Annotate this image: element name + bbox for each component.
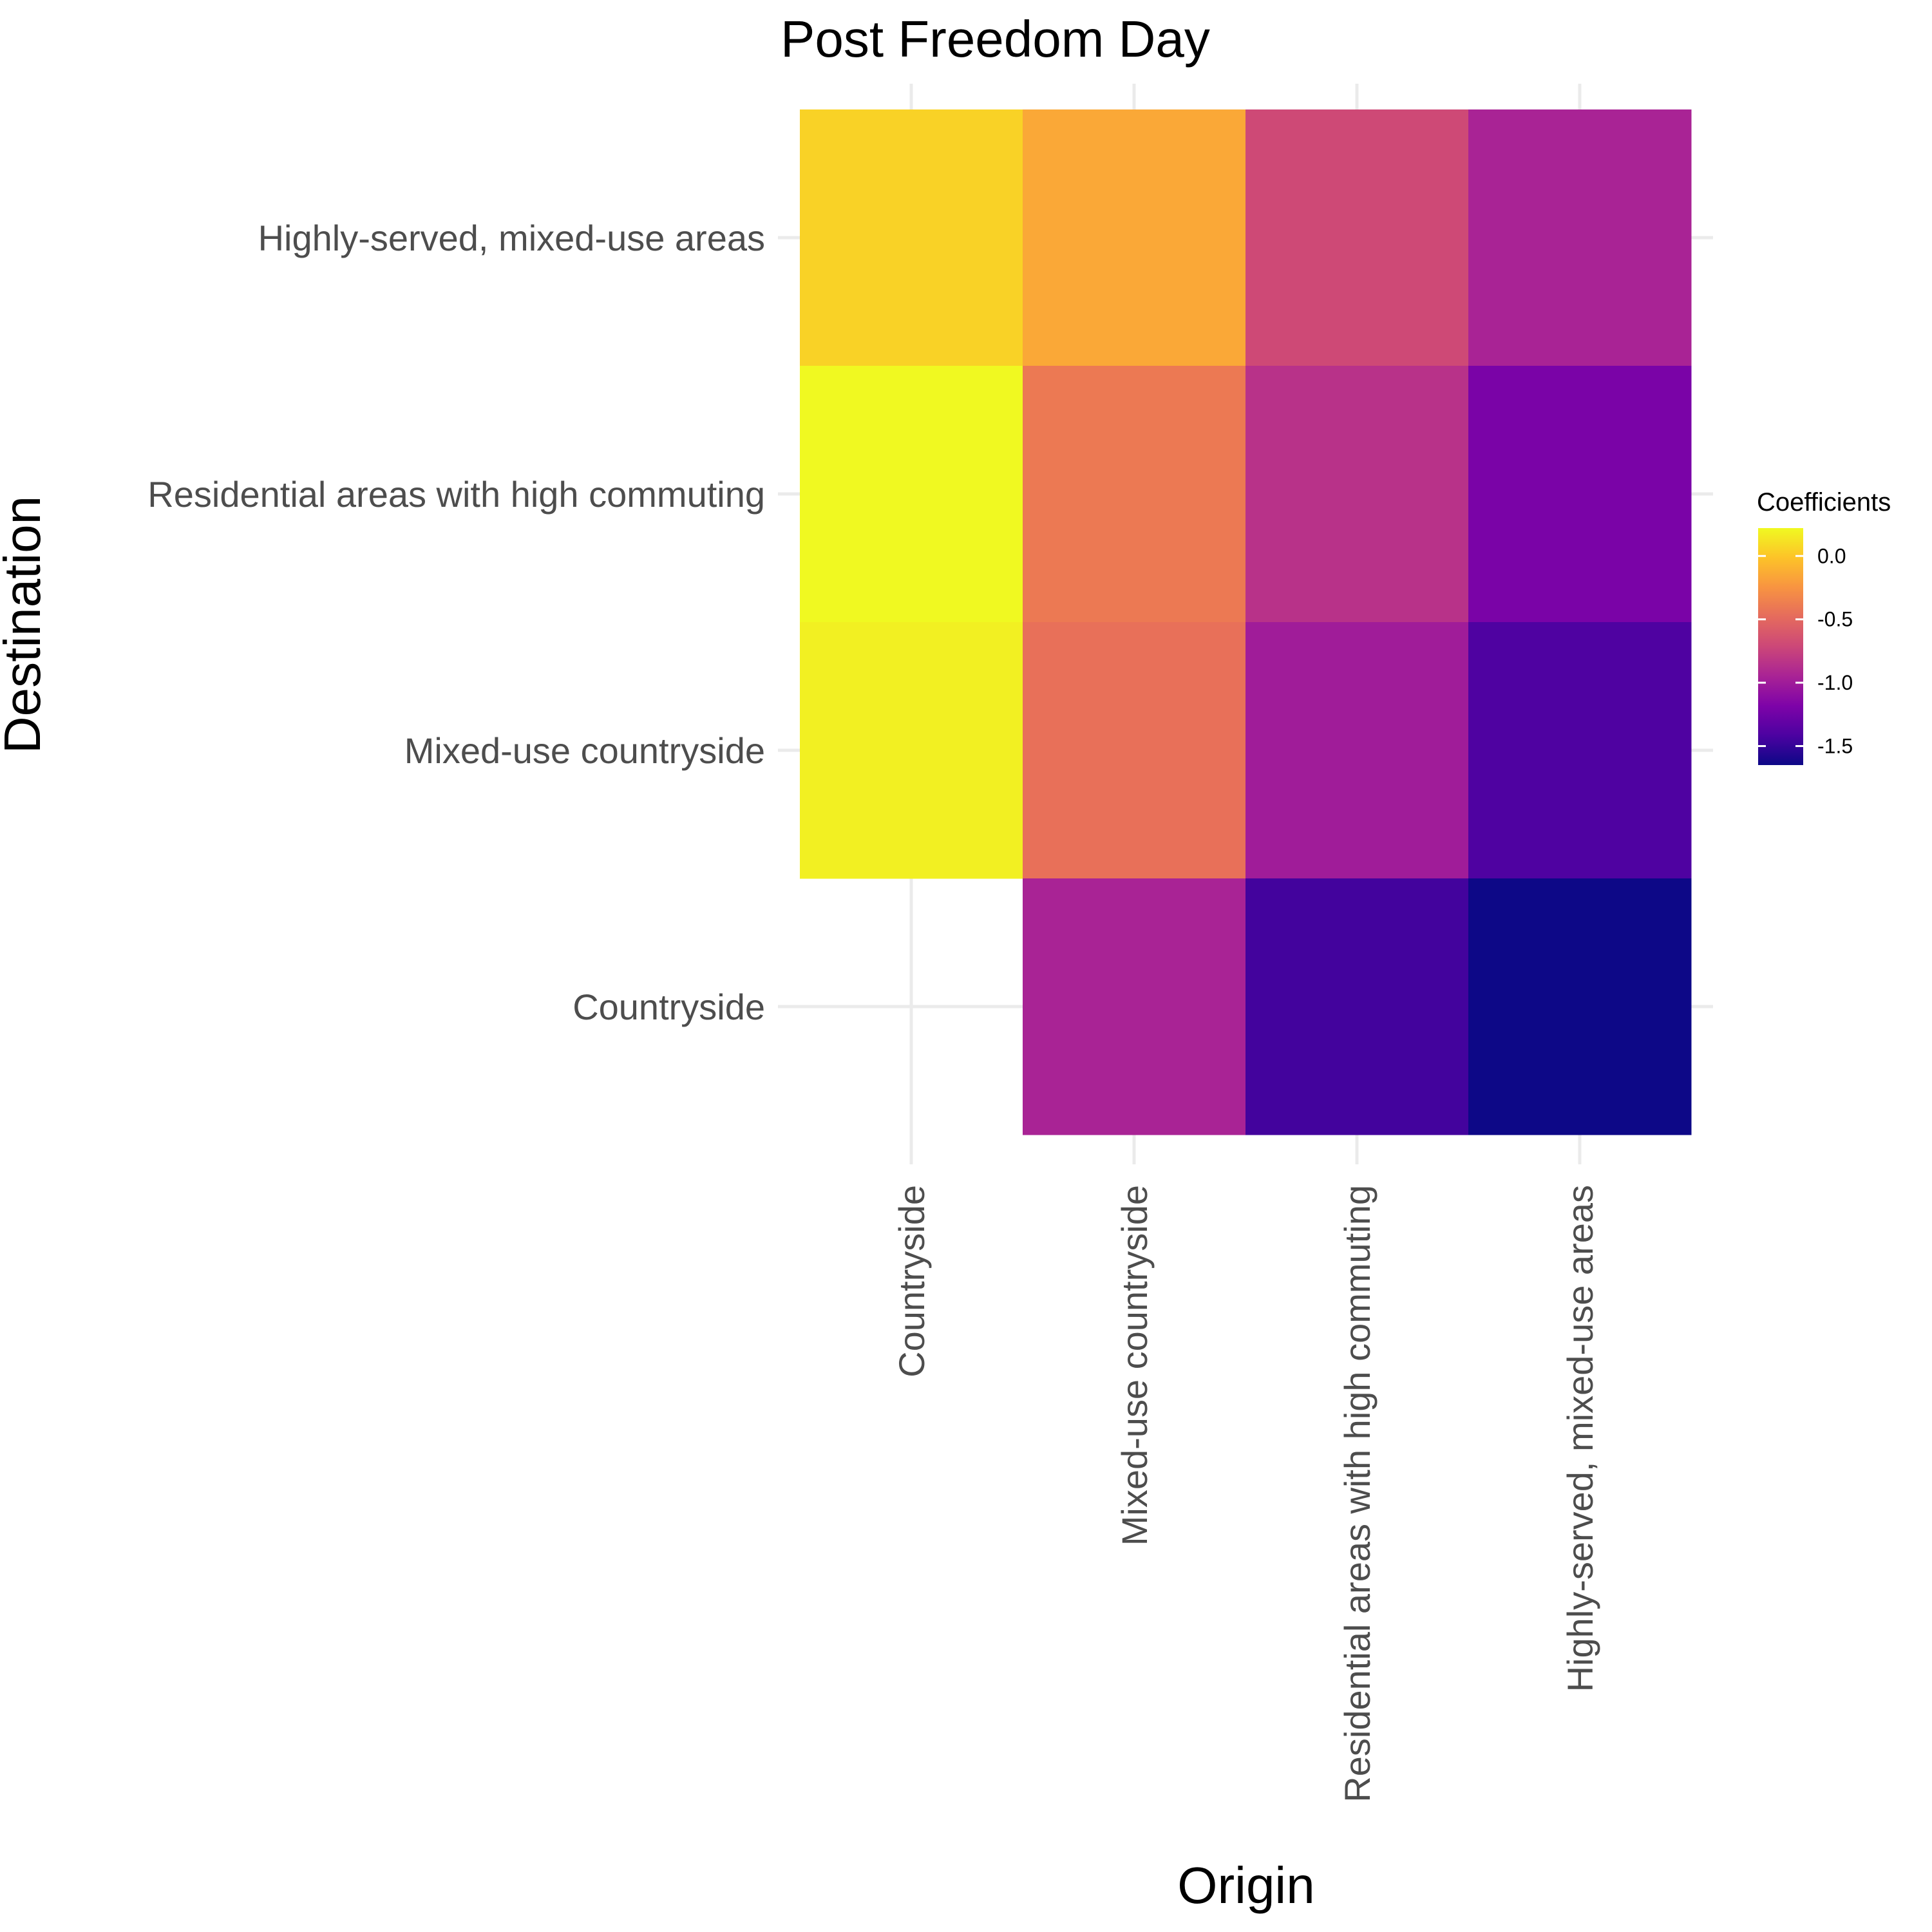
heatmap-cell <box>1023 109 1246 366</box>
legend-tick-label: -1.0 <box>1817 671 1853 694</box>
heatmap-cell <box>1468 878 1692 1135</box>
x-tick-label: Highly-served, mixed-use areas <box>1560 1185 1600 1692</box>
legend: Coefficients 0.0 -0.5 -1.0 -1.5 <box>1757 488 1891 765</box>
heatmap-cell <box>1023 878 1246 1135</box>
chart-title: Post Freedom Day <box>781 10 1210 68</box>
heatmap-cell <box>1245 109 1469 366</box>
heatmap-cell <box>1468 366 1692 623</box>
legend-title: Coefficients <box>1757 488 1891 516</box>
x-axis-title: Origin <box>1177 1857 1314 1914</box>
heatmap-cell <box>1023 622 1246 879</box>
legend-tick-label: -0.5 <box>1817 608 1853 631</box>
legend-colorbar <box>1758 528 1803 765</box>
y-tick-labels: Highly-served, mixed-use areas Residentia… <box>147 218 765 1027</box>
legend-tick-label: 0.0 <box>1817 544 1846 567</box>
heatmap-cell <box>1468 622 1692 879</box>
heatmap-cell <box>800 366 1023 623</box>
heatmap-cell <box>1245 366 1469 623</box>
legend-tick-label: -1.5 <box>1817 734 1853 757</box>
y-tick-label: Countryside <box>573 987 765 1027</box>
y-tick-label: Highly-served, mixed-use areas <box>258 218 765 258</box>
heatmap-cell <box>800 622 1023 879</box>
x-tick-label: Residential areas with high commuting <box>1337 1185 1378 1803</box>
heatmap-cells <box>800 109 1692 1135</box>
y-tick-label: Residential areas with high commuting <box>147 474 765 515</box>
legend-ticks: 0.0 -0.5 -1.0 -1.5 <box>1758 544 1853 757</box>
x-tick-label: Countryside <box>891 1185 932 1378</box>
x-tick-labels: Countryside Mixed-use countryside Resident… <box>891 1185 1600 1803</box>
x-tick-label: Mixed-use countryside <box>1114 1185 1155 1546</box>
heatmap-cell <box>1245 878 1469 1135</box>
heatmap-cell <box>1023 366 1246 623</box>
heatmap-cell <box>1245 622 1469 879</box>
heatmap-cell <box>1468 109 1692 366</box>
y-axis-title: Destination <box>0 496 51 753</box>
y-tick-label: Mixed-use countryside <box>404 730 765 771</box>
heatmap-cell <box>800 109 1023 366</box>
